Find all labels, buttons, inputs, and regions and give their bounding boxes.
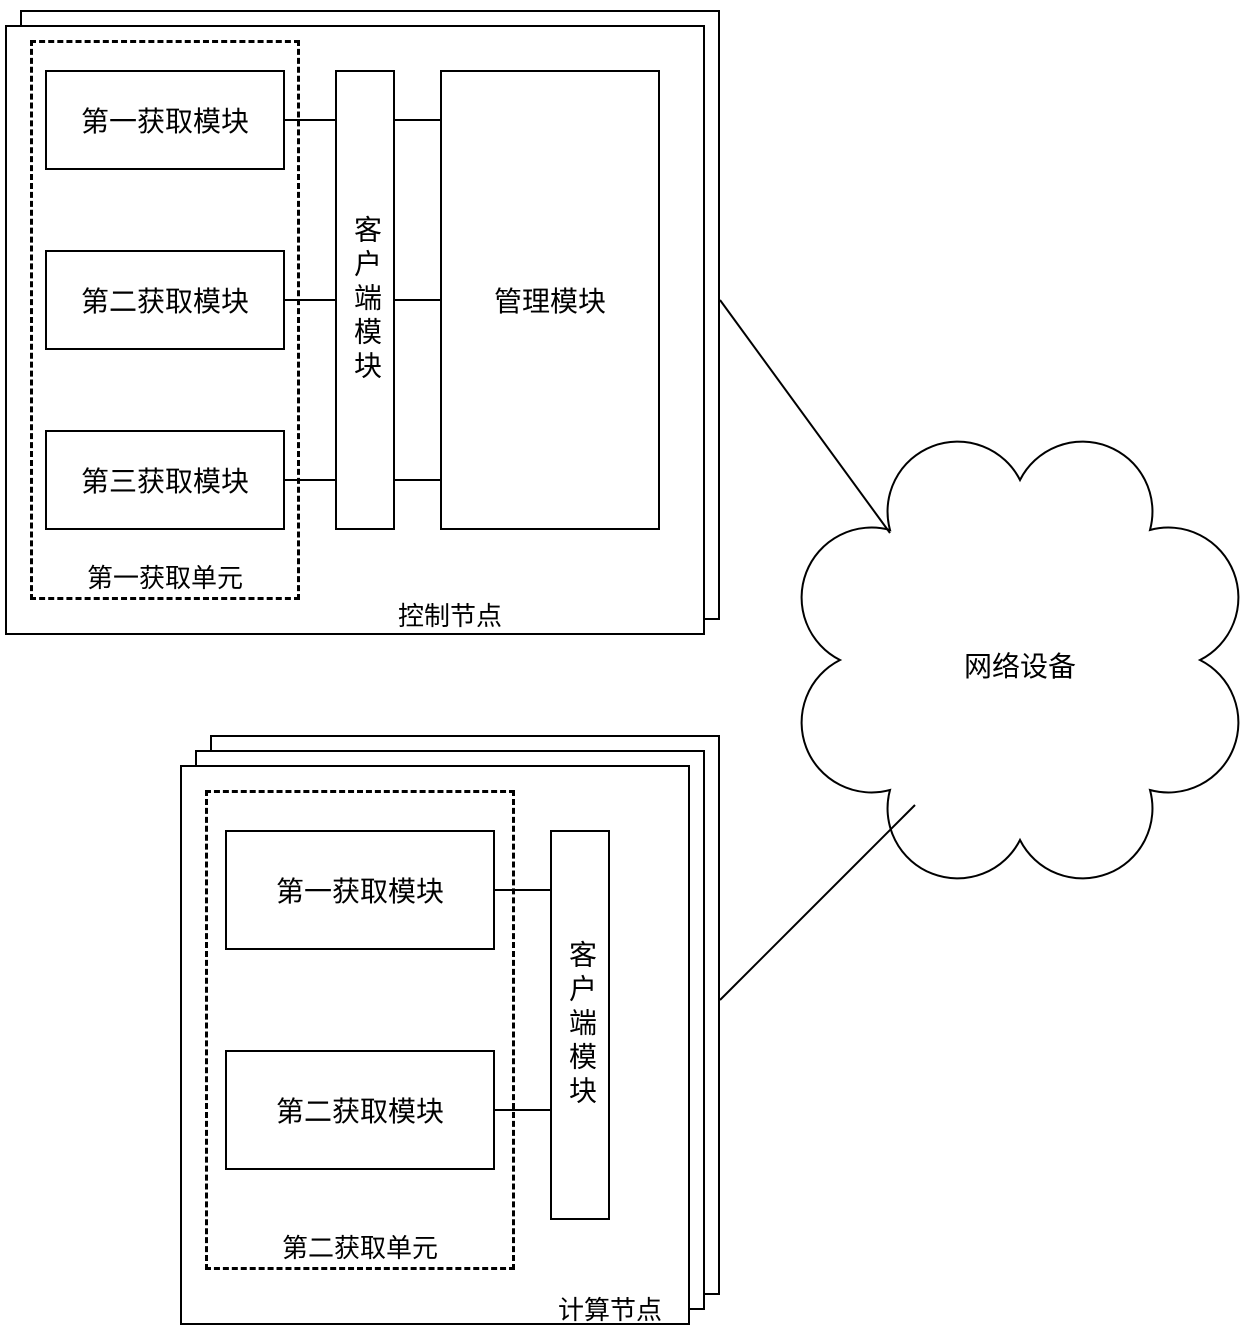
compute-client-module: 客户端模块 [550, 830, 610, 1220]
control-module-2: 第二获取模块 [45, 250, 285, 350]
first-acquisition-unit-caption: 第一获取单元 [30, 558, 300, 595]
compute-module-2: 第二获取模块 [225, 1050, 495, 1170]
control-client-module: 客户端模块 [335, 70, 395, 530]
compute-module-2-label: 第二获取模块 [276, 1090, 444, 1130]
network-device-label: 网络设备 [940, 645, 1100, 685]
control-node-caption: 控制节点 [350, 596, 550, 633]
management-module: 管理模块 [440, 70, 660, 530]
management-module-label: 管理模块 [494, 280, 606, 320]
compute-client-module-label: 客户端模块 [560, 940, 600, 1110]
compute-module-1-label: 第一获取模块 [276, 870, 444, 910]
control-module-1-label: 第一获取模块 [81, 100, 249, 140]
compute-module-1: 第一获取模块 [225, 830, 495, 950]
control-module-3: 第三获取模块 [45, 430, 285, 530]
control-module-1: 第一获取模块 [45, 70, 285, 170]
diagram-canvas: 第一获取单元 第一获取模块 第二获取模块 第三获取模块 客户端模块 管理模块 控… [0, 0, 1240, 1341]
second-acquisition-unit-caption: 第二获取单元 [205, 1228, 515, 1265]
control-module-2-label: 第二获取模块 [81, 280, 249, 320]
control-client-module-label: 客户端模块 [345, 215, 385, 385]
compute-node-caption: 计算节点 [530, 1290, 690, 1327]
control-module-3-label: 第三获取模块 [81, 460, 249, 500]
